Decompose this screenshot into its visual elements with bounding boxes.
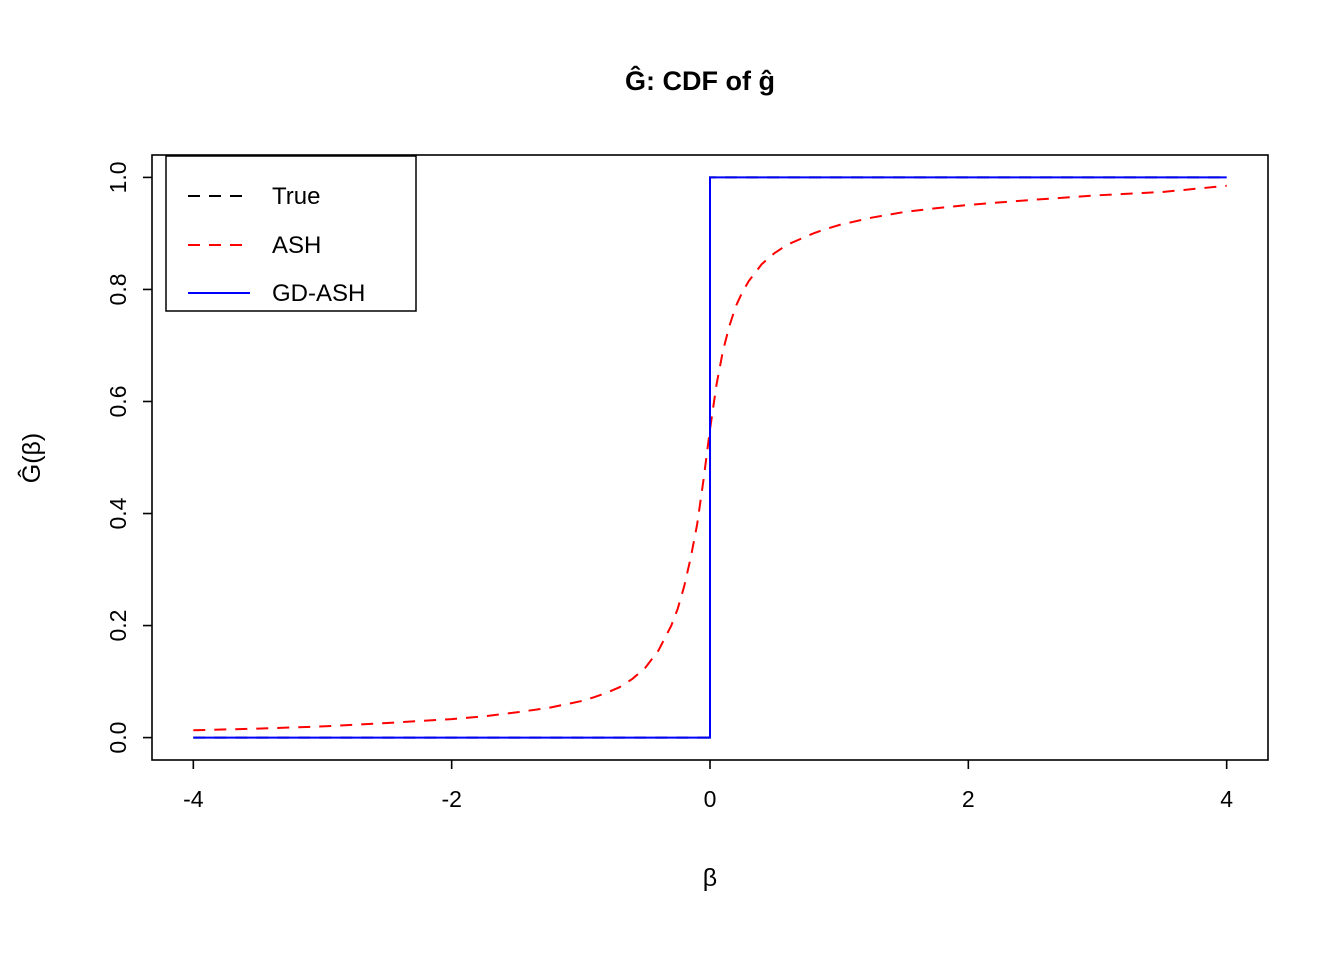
x-tick-label: 4 bbox=[1220, 786, 1233, 812]
x-axis: -4 -2 0 2 4 bbox=[183, 760, 1233, 812]
legend-label-gd-ash: GD-ASH bbox=[272, 280, 365, 307]
series-lines bbox=[193, 176, 1227, 739]
y-tick-label: 0.8 bbox=[105, 273, 131, 305]
series-line-ash bbox=[193, 184, 1227, 732]
x-axis-label: β bbox=[703, 864, 717, 892]
y-axis: 0.0 0.2 0.4 0.6 0.8 1.0 bbox=[105, 161, 152, 754]
x-tick-label: -4 bbox=[183, 786, 204, 812]
legend-label-ash: ASH bbox=[272, 232, 321, 259]
legend-label-true: True bbox=[272, 183, 320, 210]
chart-title: Ĝ: CDF of ĝ bbox=[625, 65, 775, 96]
x-tick-label: 0 bbox=[704, 786, 717, 812]
series-line-gd-ash bbox=[193, 176, 1227, 739]
legend-box bbox=[165, 155, 417, 312]
y-tick-label: 0.6 bbox=[105, 385, 131, 417]
legend: True ASH GD-ASH bbox=[165, 155, 417, 312]
y-tick-label: 0.4 bbox=[105, 497, 131, 529]
x-tick-label: 2 bbox=[962, 786, 975, 812]
y-tick-label: 0.0 bbox=[105, 722, 131, 754]
y-tick-label: 0.2 bbox=[105, 610, 131, 642]
y-tick-label: 1.0 bbox=[105, 161, 131, 193]
x-tick-label: -2 bbox=[441, 786, 461, 812]
y-axis-label: Ĝ(β) bbox=[17, 433, 46, 483]
